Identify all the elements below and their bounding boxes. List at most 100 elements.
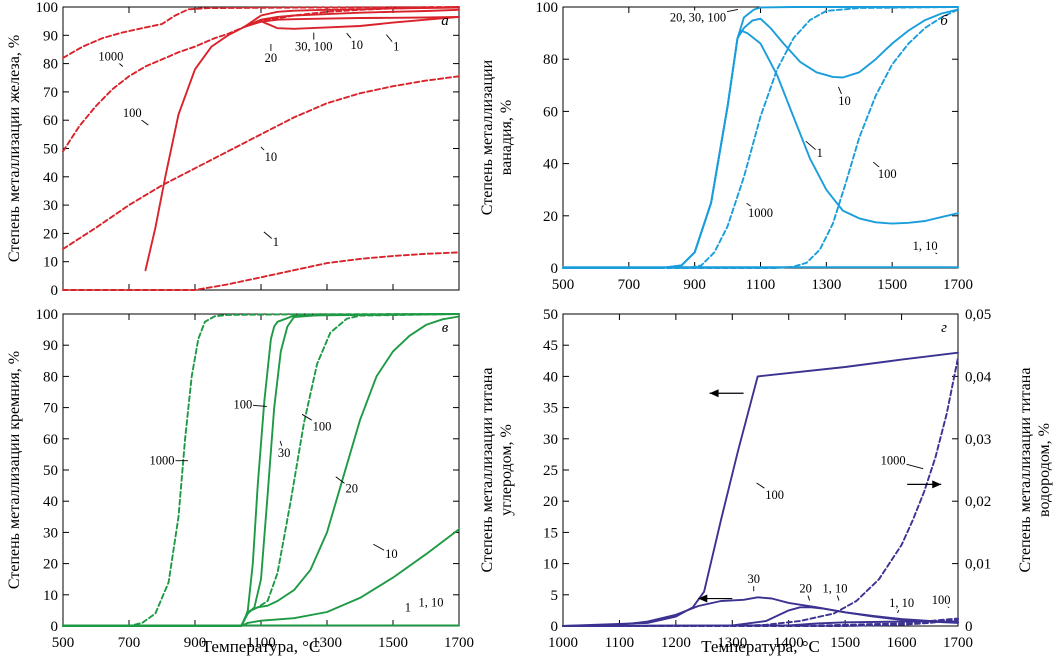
curve-label: 10 xyxy=(838,94,851,108)
chart-panel-3: 500 700 900 1100 1300 1500 1700010203040506070… xyxy=(6,307,474,656)
axis-arrow-head xyxy=(709,389,719,398)
y-tick-label: 10 xyxy=(43,588,58,604)
curve-label: 1, 10 xyxy=(889,596,914,610)
curve-label-bg xyxy=(384,547,399,562)
y2-tick-label: 0,05 xyxy=(965,307,991,323)
y2-tick-label: 0,01 xyxy=(965,557,991,573)
series-line-20 xyxy=(562,606,959,627)
y-tick-label: 15 xyxy=(543,525,558,541)
curve-label: 10 xyxy=(350,38,363,52)
curve-label-bg xyxy=(294,39,334,54)
chart-panel-4: 1000 1100 1200 1300 1400 1500 1600 170005101520… xyxy=(479,307,1053,656)
curve-label-bg xyxy=(97,49,125,64)
curve-label-bg xyxy=(403,600,412,615)
y-tick-label: 40 xyxy=(543,157,558,173)
y-tick-label: 70 xyxy=(43,401,58,417)
curve-label-bg xyxy=(271,234,280,249)
y-tick-label: 0 xyxy=(51,619,59,635)
curve-label: 100 xyxy=(878,167,897,181)
curve-label: 1 xyxy=(817,146,823,160)
series-line-100 xyxy=(62,6,460,153)
x-tick-label: 1300 xyxy=(811,277,841,293)
y-tick-label: 20 xyxy=(43,557,58,573)
curve-label-bg xyxy=(276,445,292,460)
x-tick-label: 1700 xyxy=(943,277,973,293)
series-line-10 xyxy=(62,75,460,250)
curve-label-bg xyxy=(232,397,254,412)
curve-label: 1, 10 xyxy=(418,596,443,610)
y-tick-label: 80 xyxy=(43,369,58,385)
panel-letter: б xyxy=(940,13,948,29)
y-tick-label: 10 xyxy=(543,557,558,573)
curve-label: 10 xyxy=(265,150,278,164)
axis-arrow-head xyxy=(932,480,942,489)
curve-label-bg xyxy=(879,453,907,468)
curve-label: 20 xyxy=(799,582,812,596)
panel-letter: в xyxy=(442,320,449,336)
y-tick-label: 0 xyxy=(551,619,559,635)
curve-label-bg xyxy=(311,419,333,434)
y-tick-label: 20 xyxy=(543,494,558,510)
x-tick-label: 1500 xyxy=(830,635,860,651)
curve-label: 20 xyxy=(265,51,278,65)
series-line-100 xyxy=(562,618,959,627)
series-line-1 xyxy=(62,251,460,291)
curve-label-bg xyxy=(392,39,401,54)
curve-label: 100 xyxy=(233,397,252,411)
curve-label-bg xyxy=(815,146,824,161)
x-tick-label: 1300 xyxy=(312,635,342,651)
curve-label-bg xyxy=(263,149,279,164)
x-axis-label: Температура, °C xyxy=(701,637,820,656)
x-tick-label: 1000 xyxy=(548,635,578,651)
curve-label-bg xyxy=(837,93,852,108)
y-tick-label: 60 xyxy=(543,104,558,120)
series-line-1 xyxy=(144,15,460,272)
curve-label-bg xyxy=(747,206,774,221)
series-line-1000 xyxy=(562,356,959,627)
y-tick-label: 0 xyxy=(551,261,559,277)
y-tick-label: 100 xyxy=(536,0,559,16)
series-line-20-30-100 xyxy=(562,6,959,269)
curve-label-bg xyxy=(911,238,939,253)
chart-panel-2: 500 700 900 1100 1300 1500 170002040608010020,… xyxy=(479,0,973,293)
curve-label: 100 xyxy=(765,488,784,502)
curve-label-bg xyxy=(121,106,143,121)
x-tick-label: 1400 xyxy=(774,635,804,651)
curve-label: 20, 30, 100 xyxy=(670,10,726,24)
x-tick-label: 1700 xyxy=(444,635,474,651)
y-tick-label: 90 xyxy=(43,338,58,354)
x-tick-label: 500 xyxy=(52,635,75,651)
curve-label: 10 xyxy=(385,547,398,561)
series-line-10 xyxy=(243,8,460,28)
curve-label-bg xyxy=(344,481,359,496)
y-tick-label: 30 xyxy=(543,432,558,448)
y-tick-label: 30 xyxy=(43,198,58,214)
x-tick-label: 1500 xyxy=(877,277,907,293)
axis-arrow-head xyxy=(698,594,708,603)
y-tick-label: 30 xyxy=(43,525,58,541)
x-tick-label: 1100 xyxy=(605,635,634,651)
curve-label: 1000 xyxy=(98,50,123,64)
series-line-30-100 xyxy=(243,6,460,28)
series-line-1000 xyxy=(62,313,460,627)
y2-axis-label: Степень металлизации титана водородом, % xyxy=(1017,368,1053,573)
y2-tick-label: 0,02 xyxy=(965,494,991,510)
y-axis-label: Степень металлизации титана углеродом, % xyxy=(479,368,515,573)
y-tick-label: 20 xyxy=(43,226,58,242)
y-tick-label: 50 xyxy=(43,463,58,479)
curve-label-bg xyxy=(668,10,728,25)
curve-label: 100 xyxy=(932,593,951,607)
curve-label-bg xyxy=(349,38,364,53)
y-tick-label: 80 xyxy=(543,52,558,68)
y-tick-label: 20 xyxy=(543,209,558,225)
y2-tick-label: 0,04 xyxy=(965,369,992,385)
curve-label: 100 xyxy=(123,106,142,120)
y-tick-label: 50 xyxy=(43,142,58,158)
y-tick-label: 5 xyxy=(551,588,559,604)
curve-label-bg xyxy=(263,50,279,65)
series-line-1 xyxy=(562,29,959,269)
x-tick-label: 1100 xyxy=(746,277,775,293)
y-tick-label: 100 xyxy=(36,0,59,16)
curve-label-bg xyxy=(417,595,445,610)
